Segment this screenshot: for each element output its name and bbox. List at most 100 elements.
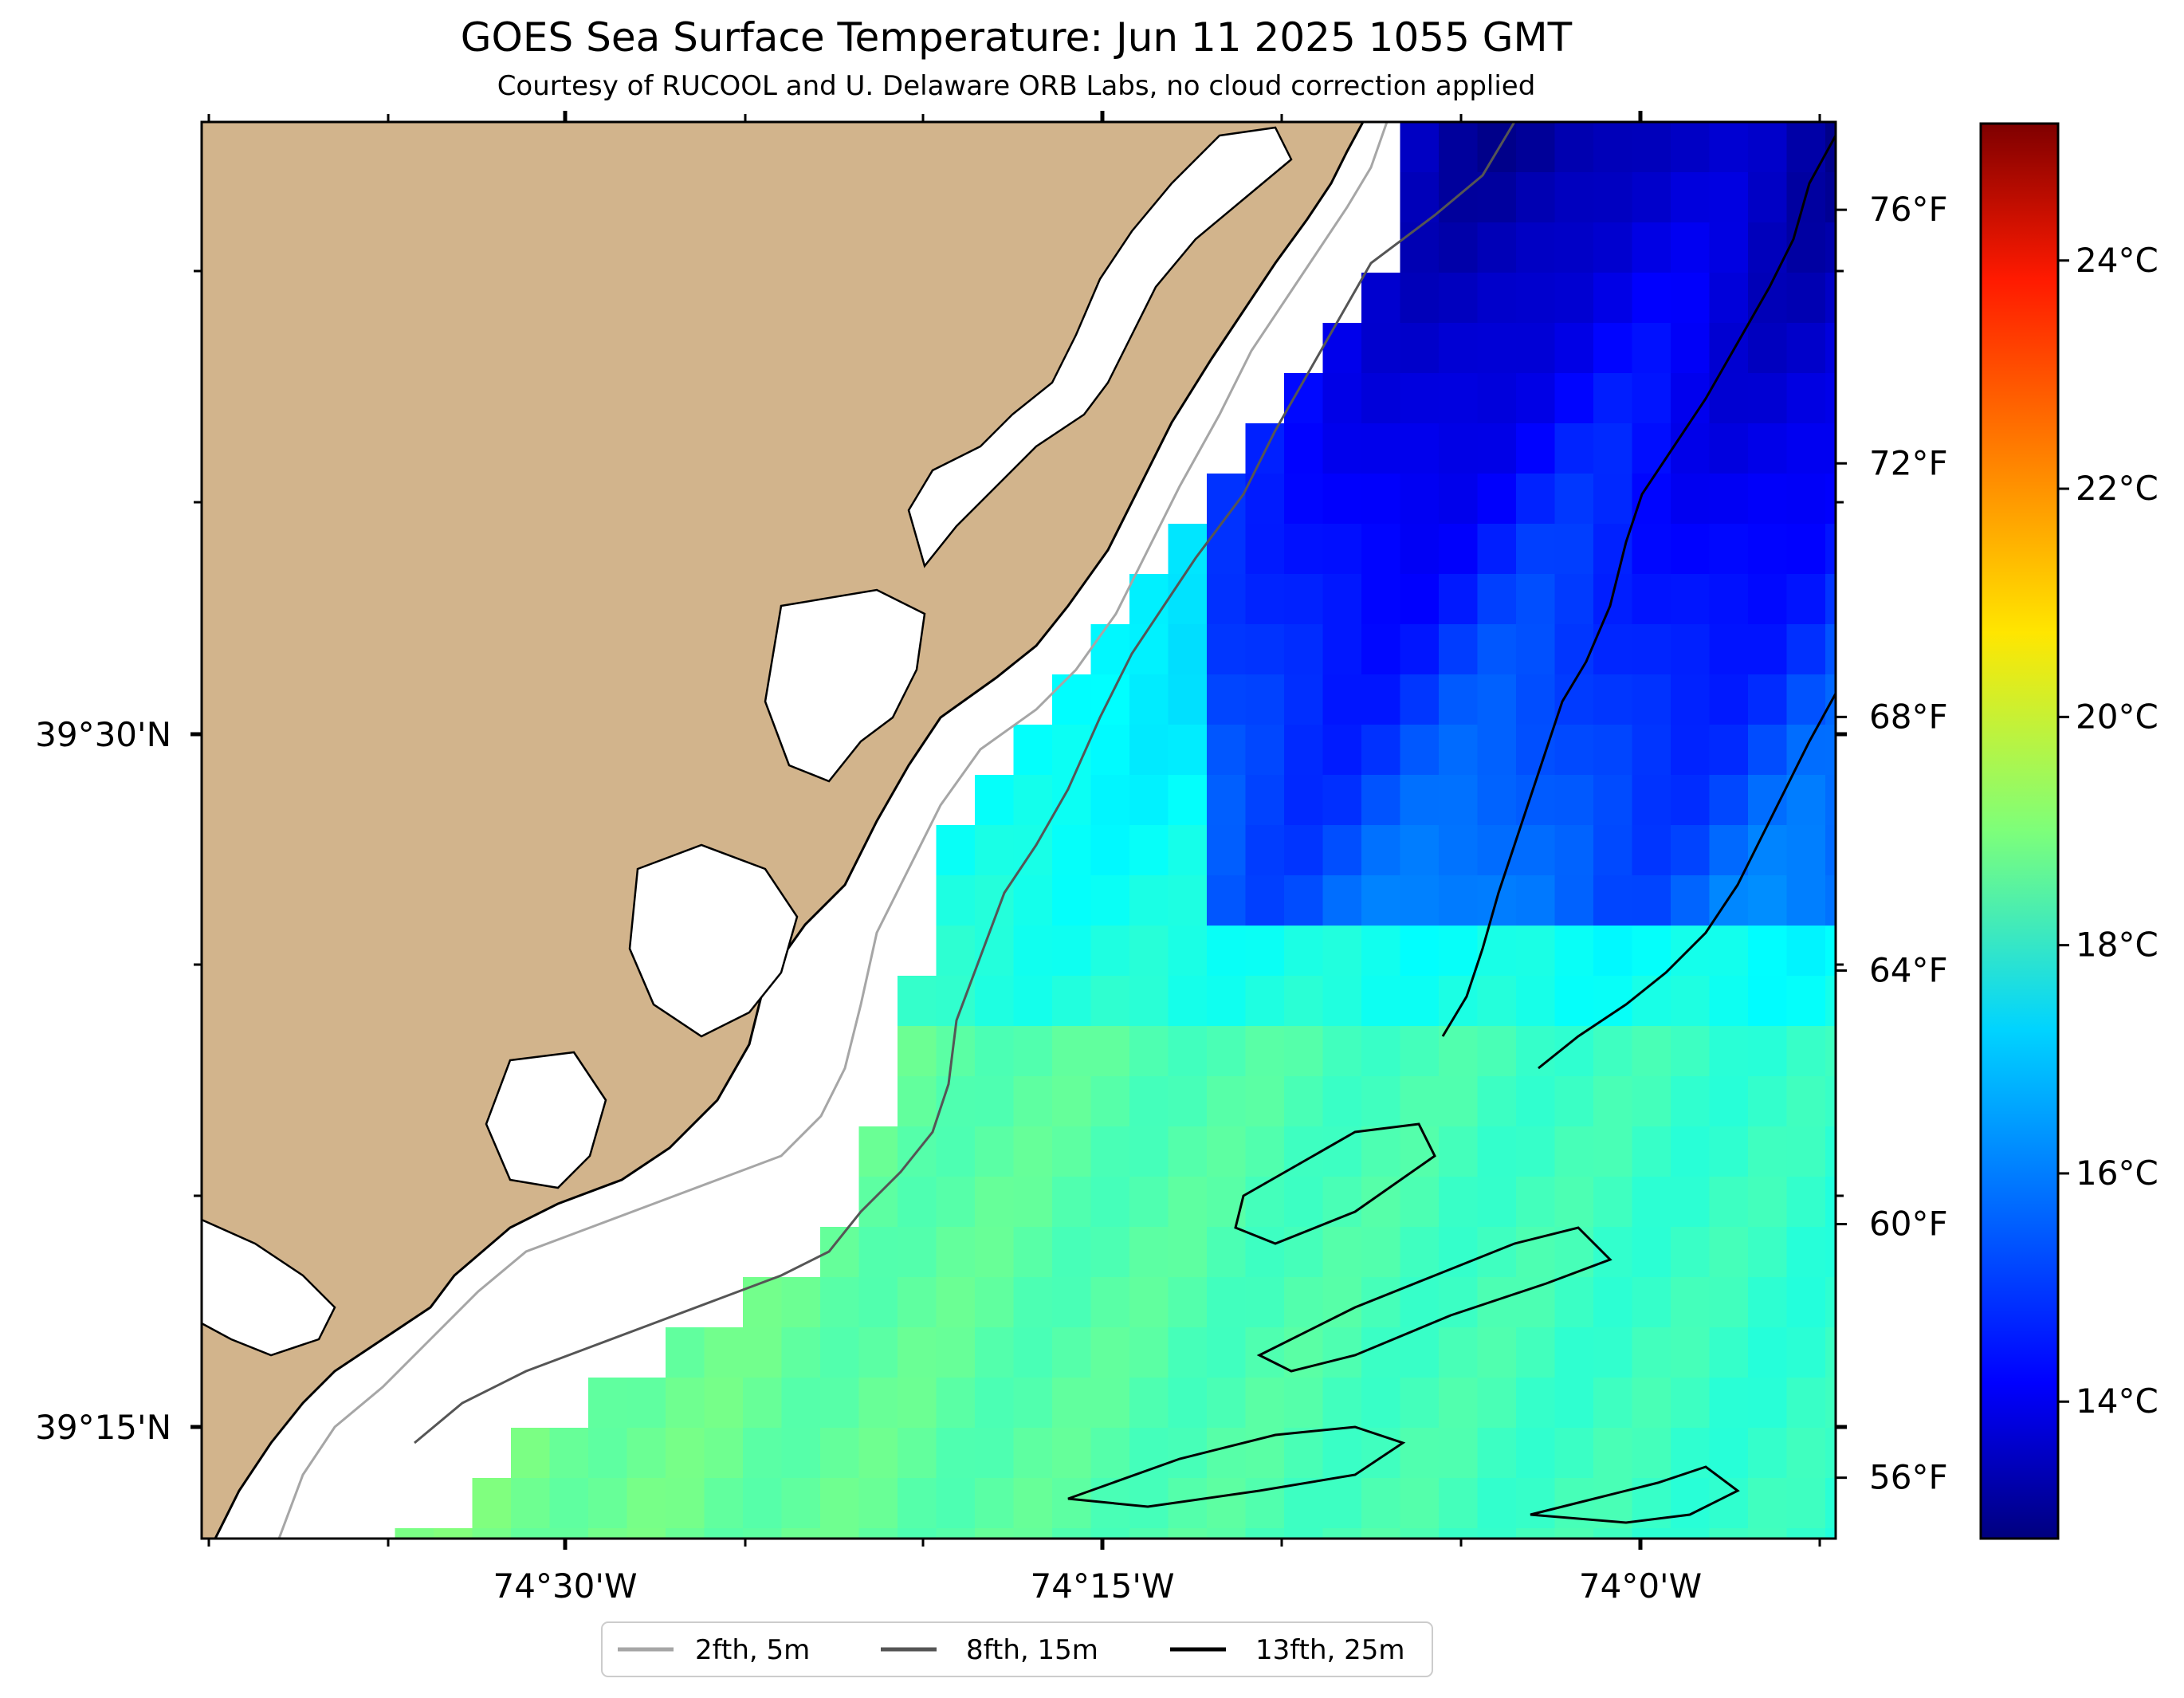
- lat-label: 39°15'N: [35, 1408, 171, 1447]
- sst-cell: [1361, 273, 1401, 324]
- sst-cell: [472, 1478, 512, 1529]
- sst-cell: [1554, 172, 1594, 223]
- sst-cell: [1709, 775, 1749, 826]
- sst-cell: [1632, 423, 1671, 474]
- sst-cell: [1825, 1177, 1836, 1228]
- sst-cell: [1400, 273, 1440, 324]
- sst-cell: [936, 976, 976, 1027]
- sst-cell: [1245, 1428, 1285, 1479]
- sst-cell: [1632, 1126, 1671, 1177]
- sst-cell: [1439, 775, 1479, 826]
- sst-cell: [1400, 1026, 1440, 1077]
- sst-cell: [1013, 926, 1053, 977]
- map-area: [202, 122, 1836, 1539]
- sst-cell: [1400, 775, 1440, 826]
- sst-cell: [1825, 1076, 1836, 1127]
- sst-cell: [1090, 725, 1130, 776]
- sst-cell: [588, 1528, 628, 1539]
- sst-cell: [820, 1428, 860, 1479]
- sst-cell: [858, 1428, 898, 1479]
- sst-cell: [1322, 825, 1362, 876]
- sst-cell: [1709, 524, 1749, 575]
- sst-cell: [1245, 674, 1285, 725]
- sst-cell: [1825, 875, 1836, 926]
- sst-cell: [1400, 474, 1440, 525]
- sst-cell: [1709, 624, 1749, 675]
- sst-cell: [1632, 1327, 1671, 1378]
- sst-cell: [1129, 1378, 1169, 1429]
- sst-cell: [1361, 674, 1401, 725]
- sst-cell: [1825, 1227, 1836, 1278]
- sst-cell: [975, 1277, 1015, 1328]
- sst-cell: [1632, 624, 1671, 675]
- sst-cell: [781, 1277, 821, 1328]
- sst-cell: [1632, 222, 1671, 273]
- sst-cell: [1632, 172, 1671, 223]
- sst-cell: [1516, 674, 1556, 725]
- sst-cell: [1361, 624, 1401, 675]
- sst-cell: [1671, 1026, 1711, 1077]
- sst-cell: [1786, 1026, 1826, 1077]
- sst-cell: [1786, 273, 1826, 324]
- sst-cell: [1709, 926, 1749, 977]
- sst-cell: [1245, 1177, 1285, 1228]
- sst-cell: [1748, 624, 1788, 675]
- sst-cell: [1593, 875, 1633, 926]
- sst-cell: [1786, 825, 1826, 876]
- sst-cell: [1554, 222, 1594, 273]
- sst-cell: [820, 1528, 860, 1539]
- sst-cell: [1632, 1378, 1671, 1429]
- sst-cell: [1748, 1378, 1788, 1429]
- sst-cell: [1245, 1478, 1285, 1529]
- sst-cell: [975, 825, 1015, 876]
- sst-cell: [1825, 775, 1836, 826]
- sst-cell: [898, 1227, 937, 1278]
- sst-cell: [1671, 1327, 1711, 1378]
- sst-cell: [1554, 373, 1594, 424]
- sst-cell: [1129, 775, 1169, 826]
- sst-cell: [1632, 273, 1671, 324]
- sst-cell: [1786, 976, 1826, 1027]
- sst-cell: [1748, 474, 1788, 525]
- isobath-25m: [1256, 1226, 1612, 1373]
- sst-cell: [1439, 1126, 1479, 1177]
- sst-cell: [1245, 474, 1285, 525]
- sst-cell: [1632, 574, 1671, 625]
- sst-cell: [1439, 825, 1479, 876]
- sst-cell: [1825, 624, 1836, 675]
- sst-cell: [1322, 574, 1362, 625]
- sst-cell: [936, 1528, 976, 1539]
- sst-cell: [1593, 373, 1633, 424]
- sst-cell: [1554, 775, 1594, 826]
- sst-cell: [1671, 875, 1711, 926]
- sst-cell: [704, 1528, 744, 1539]
- fahrenheit-label: 60°F: [1869, 1205, 1948, 1244]
- sst-cell: [1825, 373, 1836, 424]
- sst-cell: [1361, 423, 1401, 474]
- sst-cell: [1284, 1528, 1324, 1539]
- sst-cell: [1709, 674, 1749, 725]
- sst-cell: [1322, 373, 1362, 424]
- sst-cell: [1554, 875, 1594, 926]
- sst-cell: [1477, 725, 1517, 776]
- sst-cell: [1052, 875, 1092, 926]
- sst-cell: [1013, 1378, 1053, 1429]
- sst-cell: [975, 775, 1015, 826]
- sst-cell: [1245, 1026, 1285, 1077]
- sst-cell: [588, 1478, 628, 1529]
- sst-cell: [666, 1478, 705, 1529]
- sst-cell: [1748, 1076, 1788, 1127]
- sst-cell: [975, 1126, 1015, 1177]
- sst-cell: [1207, 725, 1247, 776]
- sst-cell: [1554, 1528, 1594, 1539]
- sst-cell: [1013, 1277, 1053, 1328]
- fahrenheit-label: 72°F: [1869, 443, 1948, 482]
- sst-cell: [1439, 323, 1479, 374]
- sst-cell: [1439, 1378, 1479, 1429]
- sst-cell: [1168, 574, 1208, 625]
- sst-cell: [1284, 524, 1324, 575]
- sst-cell: [1671, 1428, 1711, 1479]
- sst-cell: [1825, 1478, 1836, 1529]
- sst-cell: [1671, 273, 1711, 324]
- sst-cell: [1516, 1177, 1556, 1228]
